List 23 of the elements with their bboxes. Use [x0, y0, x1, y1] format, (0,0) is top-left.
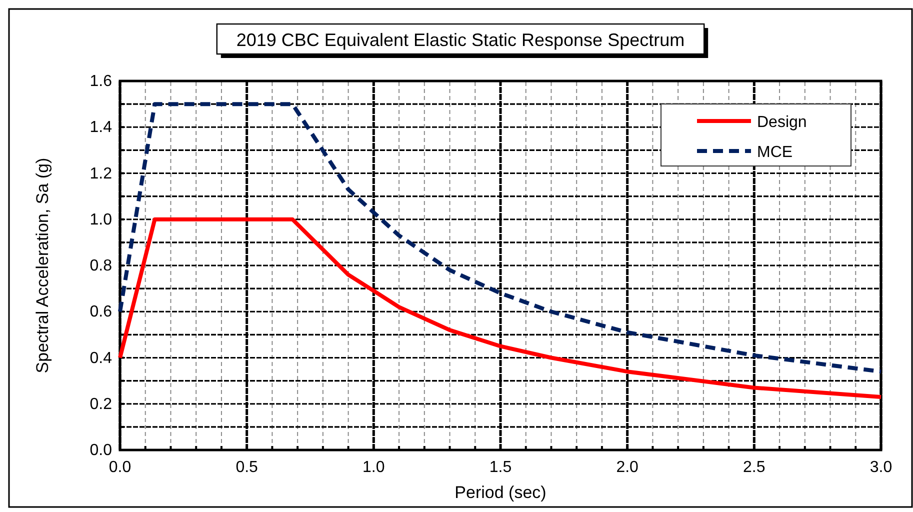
chart-title: 2019 CBC Equivalent Elastic Static Response Spectrum — [236, 30, 685, 50]
y-tick-label: 1.0 — [90, 211, 112, 228]
x-tick-label: 2.5 — [743, 459, 766, 476]
x-tick-label: 3.0 — [870, 459, 892, 476]
y-axis-title: Spectral Acceleration, Sa (g) — [33, 158, 52, 374]
y-tick-label: 0.8 — [90, 258, 112, 274]
legend-label: Design — [757, 114, 807, 131]
y-tick-label: 0.0 — [90, 442, 112, 459]
x-tick-label: 1.0 — [362, 459, 385, 476]
x-axis-title: Period (sec) — [454, 483, 546, 502]
x-tick-label: 0.5 — [236, 459, 258, 476]
y-tick-label: 1.2 — [90, 165, 112, 182]
y-tick-label: 0.6 — [90, 304, 112, 321]
line-series — [118, 217, 883, 399]
y-tick-label: 1.6 — [90, 73, 112, 90]
line-series — [118, 102, 883, 374]
y-tick-label: 1.4 — [90, 119, 112, 136]
y-tick-label: 0.2 — [90, 396, 112, 413]
x-tick-label: 1.5 — [489, 459, 512, 476]
x-tick-label: 0.0 — [108, 459, 132, 476]
y-tick-label: 0.4 — [90, 350, 112, 367]
x-tick-label: 2.0 — [616, 459, 639, 476]
legend-label: MCE — [757, 144, 793, 161]
